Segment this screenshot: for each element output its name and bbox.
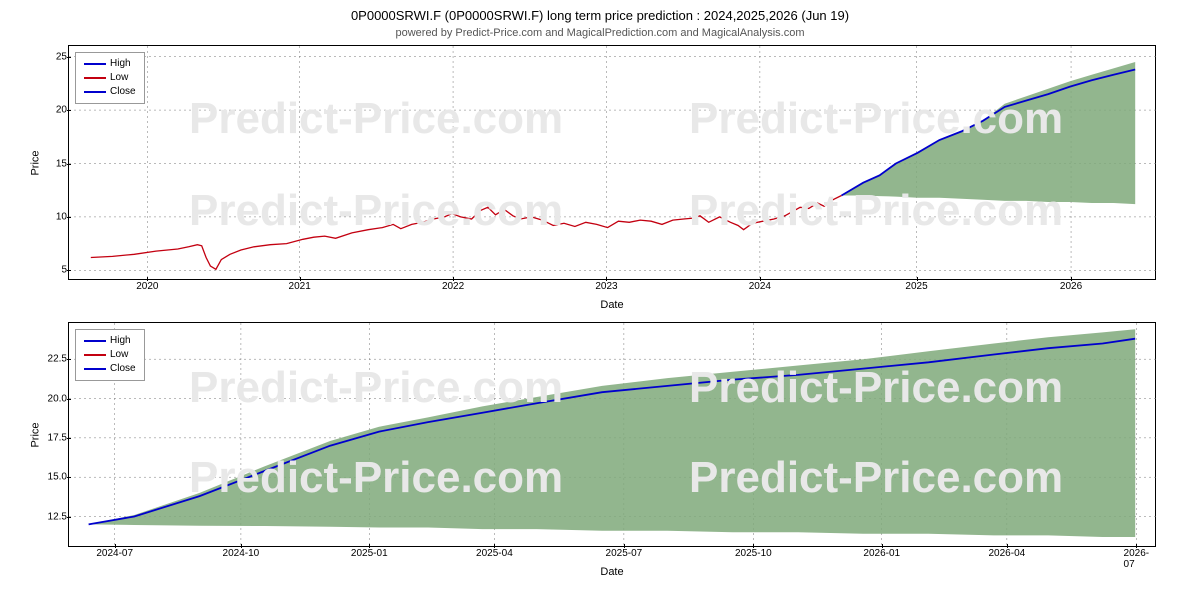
chart-legend: High Low Close	[75, 52, 145, 104]
x-tick-label: 2021	[289, 281, 311, 292]
y-tick-mark	[67, 110, 71, 111]
x-tick-label: 2024	[749, 281, 771, 292]
legend-swatch	[84, 368, 106, 370]
legend-item-close: Close	[84, 85, 136, 99]
y-axis: 510152025	[19, 46, 67, 279]
x-axis: 2024-07 2024-10 2025-01 2025-04 2025-07 2025-…	[69, 548, 1155, 564]
x-tick-label: 2026-04	[988, 548, 1025, 559]
y-tick-label: 22.5	[48, 354, 67, 365]
y-tick-mark	[67, 359, 71, 360]
legend-swatch	[84, 77, 106, 79]
y-axis-label: Price	[30, 150, 42, 175]
chart-subtitle: powered by Predict-Price.com and Magical…	[10, 27, 1190, 39]
x-tick-label: 2024-07	[96, 548, 133, 559]
x-tick-label: 2025-01	[351, 548, 388, 559]
legend-item-low: Low	[84, 348, 136, 362]
legend-swatch	[84, 354, 106, 356]
chart-svg-top	[69, 46, 1157, 281]
y-tick-mark	[67, 438, 71, 439]
x-tick-mark	[1136, 544, 1137, 548]
x-tick-mark	[882, 544, 883, 548]
y-axis: 12.5 15.0 17.5 20.0 22.5	[19, 323, 67, 546]
x-tick-mark	[369, 544, 370, 548]
x-tick-mark	[115, 544, 116, 548]
x-tick-label: 2025-04	[476, 548, 513, 559]
y-axis-label: Price	[30, 422, 42, 447]
y-tick-mark	[67, 270, 71, 271]
x-tick-label: 2026-01	[863, 548, 900, 559]
legend-item-low: Low	[84, 71, 136, 85]
x-tick-mark	[624, 544, 625, 548]
x-tick-label: 2025-07	[606, 548, 643, 559]
x-tick-label: 2025	[905, 281, 927, 292]
chart-container: 0P0000SRWI.F (0P0000SRWI.F) long term pr…	[10, 8, 1190, 547]
y-tick-label: 20	[56, 105, 67, 116]
x-tick-mark	[917, 277, 918, 281]
y-tick-mark	[67, 217, 71, 218]
x-tick-mark	[606, 277, 607, 281]
x-tick-mark	[494, 544, 495, 548]
x-tick-mark	[1071, 277, 1072, 281]
chart-svg-bottom	[69, 323, 1157, 548]
x-tick-label: 2023	[595, 281, 617, 292]
x-tick-label: 2026-07	[1124, 548, 1150, 570]
x-tick-label: 2024-10	[223, 548, 260, 559]
legend-swatch	[84, 63, 106, 65]
y-tick-label: 10	[56, 211, 67, 222]
legend-item-high: High	[84, 57, 136, 71]
x-tick-mark	[147, 277, 148, 281]
legend-swatch	[84, 340, 106, 342]
x-tick-label: 2026	[1060, 281, 1082, 292]
y-tick-label: 25	[56, 51, 67, 62]
x-tick-mark	[300, 277, 301, 281]
legend-item-close: Close	[84, 362, 136, 376]
x-tick-mark	[453, 277, 454, 281]
x-tick-label: 2022	[442, 281, 464, 292]
x-tick-mark	[760, 277, 761, 281]
y-tick-mark	[67, 517, 71, 518]
y-tick-label: 17.5	[48, 432, 67, 443]
y-tick-mark	[67, 57, 71, 58]
y-tick-label: 20.0	[48, 393, 67, 404]
y-tick-mark	[67, 164, 71, 165]
y-tick-label: 15	[56, 158, 67, 169]
y-tick-label: 12.5	[48, 511, 67, 522]
chart-title: 0P0000SRWI.F (0P0000SRWI.F) long term pr…	[10, 8, 1190, 23]
chart-panel-top: Predict-Price.com Predict-Price.com Pred…	[68, 45, 1156, 280]
x-axis: 2020 2021 2022 2023 2024 2025 2026	[69, 281, 1155, 297]
chart-panel-bottom: Predict-Price.com Predict-Price.com Pred…	[68, 322, 1156, 547]
x-axis-label: Date	[600, 566, 623, 578]
y-tick-label: 15.0	[48, 472, 67, 483]
y-tick-mark	[67, 399, 71, 400]
legend-swatch	[84, 91, 106, 93]
x-tick-label: 2020	[136, 281, 158, 292]
legend-item-high: High	[84, 334, 136, 348]
x-tick-label: 2025-10	[735, 548, 772, 559]
x-tick-mark	[1007, 544, 1008, 548]
y-tick-mark	[67, 477, 71, 478]
x-tick-mark	[241, 544, 242, 548]
x-axis-label: Date	[600, 299, 623, 311]
chart-legend: High Low Close	[75, 329, 145, 381]
x-tick-mark	[753, 544, 754, 548]
